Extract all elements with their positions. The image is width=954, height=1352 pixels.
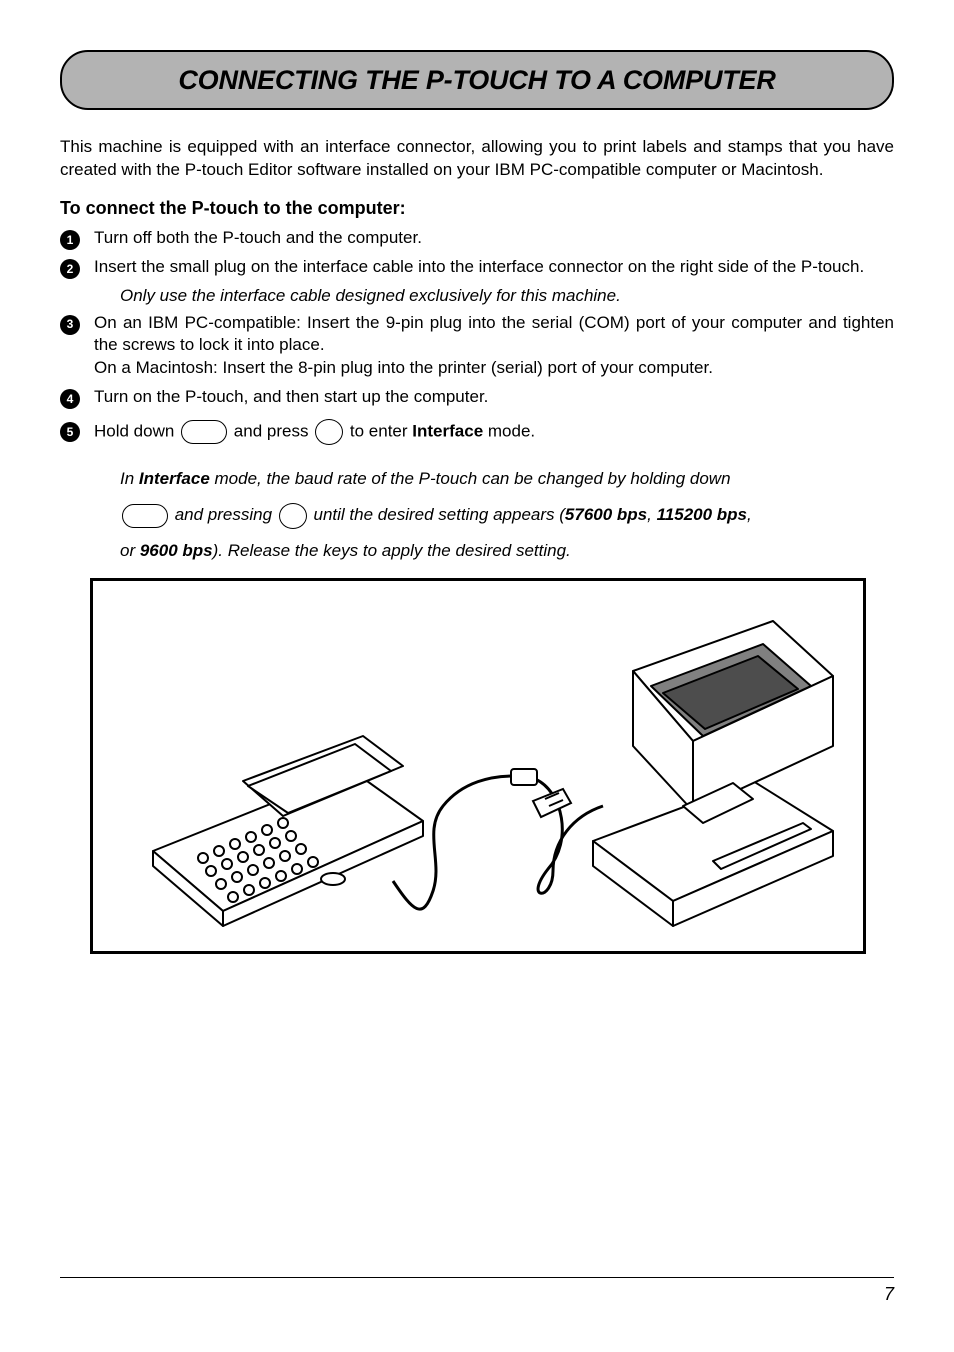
sep2: , xyxy=(747,505,752,524)
step-2-text: Insert the small plug on the interface c… xyxy=(94,256,894,279)
steps-list: 1 Turn off both the P-touch and the comp… xyxy=(60,227,894,446)
page-number: 7 xyxy=(884,1284,894,1304)
step-2: 2 Insert the small plug on the interface… xyxy=(60,256,894,279)
note-l3b: ). Release the keys to apply the desired… xyxy=(213,541,571,560)
bullet-5: 5 xyxy=(60,422,80,442)
bullet-1: 1 xyxy=(60,230,80,250)
bps3: 9600 bps xyxy=(140,541,213,560)
bps1: 57600 bps xyxy=(565,505,647,524)
step-1: 1 Turn off both the P-touch and the comp… xyxy=(60,227,894,250)
step-3-line-a: On an IBM PC-compatible: Insert the 9-pi… xyxy=(94,313,894,355)
title-banner: CONNECTING THE P-TOUCH TO A COMPUTER xyxy=(60,50,894,110)
step-5-text: Hold down and press to enter Interface m… xyxy=(94,419,894,445)
page-footer: 7 xyxy=(60,1277,894,1306)
code-key-icon-2 xyxy=(122,504,168,528)
note-l1a: In xyxy=(120,469,139,488)
diagram-svg xyxy=(93,581,863,951)
step-3-line-b: On a Macintosh: Insert the 8-pin plug in… xyxy=(94,358,713,377)
step-1-text: Turn off both the P-touch and the comput… xyxy=(94,227,894,250)
step5-bold: Interface xyxy=(412,422,483,441)
step5-mid: and press xyxy=(229,422,313,441)
step-2-note: Only use the interface cable designed ex… xyxy=(120,285,894,308)
note-l3a: or xyxy=(120,541,140,560)
connection-diagram xyxy=(90,578,866,954)
note-l2b: until the desired setting appears ( xyxy=(309,505,565,524)
step5-posta: to enter xyxy=(345,422,412,441)
step-4-text: Turn on the P-touch, and then start up t… xyxy=(94,386,894,409)
subheading: To connect the P-touch to the computer: xyxy=(60,196,894,220)
step5-postb: mode. xyxy=(483,422,535,441)
intro-paragraph: This machine is equipped with an interfa… xyxy=(60,136,894,182)
interface-note: In Interface mode, the baud rate of the … xyxy=(120,461,894,568)
note-l1-bold: Interface xyxy=(139,469,210,488)
key-icon xyxy=(315,419,343,445)
step5-pre: Hold down xyxy=(94,422,179,441)
sep1: , xyxy=(647,505,656,524)
step-5: 5 Hold down and press to enter Interface… xyxy=(60,419,894,445)
bps2: 115200 bps xyxy=(657,505,747,524)
step-3: 3 On an IBM PC-compatible: Insert the 9-… xyxy=(60,312,894,381)
note-l1b: mode, the baud rate of the P-touch can b… xyxy=(210,469,731,488)
step-4: 4 Turn on the P-touch, and then start up… xyxy=(60,386,894,409)
bullet-4: 4 xyxy=(60,389,80,409)
note-l2a: and pressing xyxy=(170,505,277,524)
code-key-icon xyxy=(181,420,227,444)
page-title: CONNECTING THE P-TOUCH TO A COMPUTER xyxy=(88,62,866,98)
key-icon-2 xyxy=(279,503,307,529)
bullet-3: 3 xyxy=(60,315,80,335)
bullet-2: 2 xyxy=(60,259,80,279)
step-3-text: On an IBM PC-compatible: Insert the 9-pi… xyxy=(94,312,894,381)
